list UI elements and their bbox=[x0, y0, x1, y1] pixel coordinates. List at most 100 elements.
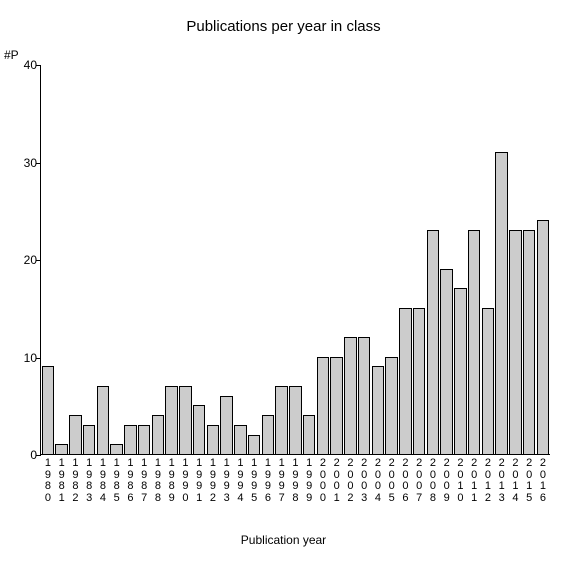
bar-slot: 2 0 0 6 bbox=[399, 65, 413, 454]
x-tick-label: 1 9 9 8 bbox=[289, 458, 301, 504]
x-tick-label: 1 9 8 1 bbox=[56, 458, 68, 504]
bar-slot: 1 9 9 3 bbox=[220, 65, 234, 454]
y-tick-label: 20 bbox=[13, 253, 37, 267]
bar bbox=[55, 444, 68, 454]
x-tick-label: 1 9 9 9 bbox=[303, 458, 315, 504]
bar bbox=[468, 230, 481, 454]
bar-slot: 1 9 8 7 bbox=[137, 65, 151, 454]
x-tick-label: 1 9 8 8 bbox=[152, 458, 164, 504]
bar-slot: 1 9 9 5 bbox=[247, 65, 261, 454]
bar bbox=[152, 415, 165, 454]
bar bbox=[509, 230, 522, 454]
bar bbox=[358, 337, 371, 454]
bar bbox=[42, 366, 55, 454]
bar-slot: 1 9 8 6 bbox=[124, 65, 138, 454]
bar bbox=[372, 366, 385, 454]
bar bbox=[207, 425, 220, 454]
bar-slot: 1 9 8 5 bbox=[110, 65, 124, 454]
bar-slot: 1 9 9 0 bbox=[179, 65, 193, 454]
x-tick-label: 1 9 8 9 bbox=[166, 458, 178, 504]
x-tick-label: 2 0 0 6 bbox=[399, 458, 411, 504]
x-tick-label: 1 9 8 3 bbox=[83, 458, 95, 504]
bar bbox=[440, 269, 453, 454]
bar bbox=[495, 152, 508, 454]
bar bbox=[179, 386, 192, 454]
x-tick-label: 2 0 0 5 bbox=[386, 458, 398, 504]
bar-slot: 1 9 9 2 bbox=[206, 65, 220, 454]
bar-slot: 1 9 8 3 bbox=[82, 65, 96, 454]
bar-slot: 1 9 8 1 bbox=[55, 65, 69, 454]
x-tick-label: 2 0 0 0 bbox=[317, 458, 329, 504]
x-tick-label: 2 0 1 4 bbox=[509, 458, 521, 504]
bar-slot: 1 9 9 1 bbox=[192, 65, 206, 454]
x-tick-label: 1 9 8 7 bbox=[138, 458, 150, 504]
bar bbox=[523, 230, 536, 454]
bar bbox=[427, 230, 440, 454]
x-tick-label: 1 9 9 2 bbox=[207, 458, 219, 504]
bar bbox=[262, 415, 275, 454]
y-tick-label: 10 bbox=[13, 351, 37, 365]
bar-slot: 2 0 0 9 bbox=[440, 65, 454, 454]
bar bbox=[110, 444, 123, 454]
x-tick-label: 1 9 8 2 bbox=[69, 458, 81, 504]
bar bbox=[482, 308, 495, 454]
x-tick-label: 1 9 9 6 bbox=[262, 458, 274, 504]
y-tick-mark bbox=[36, 163, 41, 164]
publications-bar-chart: Publications per year in class #P 1 9 8 … bbox=[0, 0, 567, 567]
bar bbox=[537, 220, 550, 454]
bar-slot: 1 9 8 4 bbox=[96, 65, 110, 454]
x-tick-label: 2 0 1 0 bbox=[454, 458, 466, 504]
bar-slot: 2 0 0 2 bbox=[344, 65, 358, 454]
x-tick-label: 1 9 8 5 bbox=[111, 458, 123, 504]
bar bbox=[193, 405, 206, 454]
x-tick-label: 2 0 1 3 bbox=[496, 458, 508, 504]
bar bbox=[385, 357, 398, 455]
chart-title: Publications per year in class bbox=[0, 18, 567, 35]
bar bbox=[399, 308, 412, 454]
bar-slot: 1 9 9 6 bbox=[261, 65, 275, 454]
bar bbox=[138, 425, 151, 454]
bar bbox=[275, 386, 288, 454]
x-tick-label: 2 0 0 7 bbox=[413, 458, 425, 504]
x-tick-label: 1 9 9 0 bbox=[179, 458, 191, 504]
bar bbox=[165, 386, 178, 454]
x-tick-label: 2 0 0 1 bbox=[331, 458, 343, 504]
bar bbox=[303, 415, 316, 454]
y-tick-mark bbox=[36, 358, 41, 359]
bars-container: 1 9 8 01 9 8 11 9 8 21 9 8 31 9 8 41 9 8… bbox=[41, 65, 550, 454]
y-tick-mark bbox=[36, 455, 41, 456]
x-tick-label: 2 0 1 2 bbox=[482, 458, 494, 504]
bar-slot: 1 9 8 0 bbox=[41, 65, 55, 454]
x-tick-label: 2 0 0 9 bbox=[441, 458, 453, 504]
bar-slot: 1 9 9 4 bbox=[234, 65, 248, 454]
x-tick-label: 1 9 9 5 bbox=[248, 458, 260, 504]
bar bbox=[344, 337, 357, 454]
bar-slot: 2 0 1 2 bbox=[481, 65, 495, 454]
bar-slot: 2 0 0 5 bbox=[385, 65, 399, 454]
bar-slot: 2 0 0 3 bbox=[357, 65, 371, 454]
bar-slot: 1 9 8 9 bbox=[165, 65, 179, 454]
bar-slot: 2 0 0 7 bbox=[412, 65, 426, 454]
bar-slot: 1 9 8 2 bbox=[69, 65, 83, 454]
x-tick-label: 2 0 0 3 bbox=[358, 458, 370, 504]
bar bbox=[69, 415, 82, 454]
bar bbox=[124, 425, 137, 454]
bar bbox=[413, 308, 426, 454]
x-axis-label: Publication year bbox=[0, 533, 567, 547]
bar-slot: 2 0 1 1 bbox=[467, 65, 481, 454]
x-tick-label: 2 0 1 5 bbox=[523, 458, 535, 504]
x-tick-label: 2 0 0 8 bbox=[427, 458, 439, 504]
bar-slot: 2 0 0 8 bbox=[426, 65, 440, 454]
bar bbox=[289, 386, 302, 454]
x-tick-label: 2 0 0 4 bbox=[372, 458, 384, 504]
bar-slot: 1 9 9 9 bbox=[302, 65, 316, 454]
bar-slot: 2 0 1 3 bbox=[495, 65, 509, 454]
bar bbox=[454, 288, 467, 454]
y-tick-label: 30 bbox=[13, 156, 37, 170]
x-tick-label: 2 0 1 6 bbox=[537, 458, 549, 504]
x-tick-label: 2 0 1 1 bbox=[468, 458, 480, 504]
bar-slot: 1 9 9 8 bbox=[289, 65, 303, 454]
bar-slot: 2 0 0 4 bbox=[371, 65, 385, 454]
y-tick-label: 0 bbox=[13, 448, 37, 462]
x-tick-label: 1 9 8 4 bbox=[97, 458, 109, 504]
